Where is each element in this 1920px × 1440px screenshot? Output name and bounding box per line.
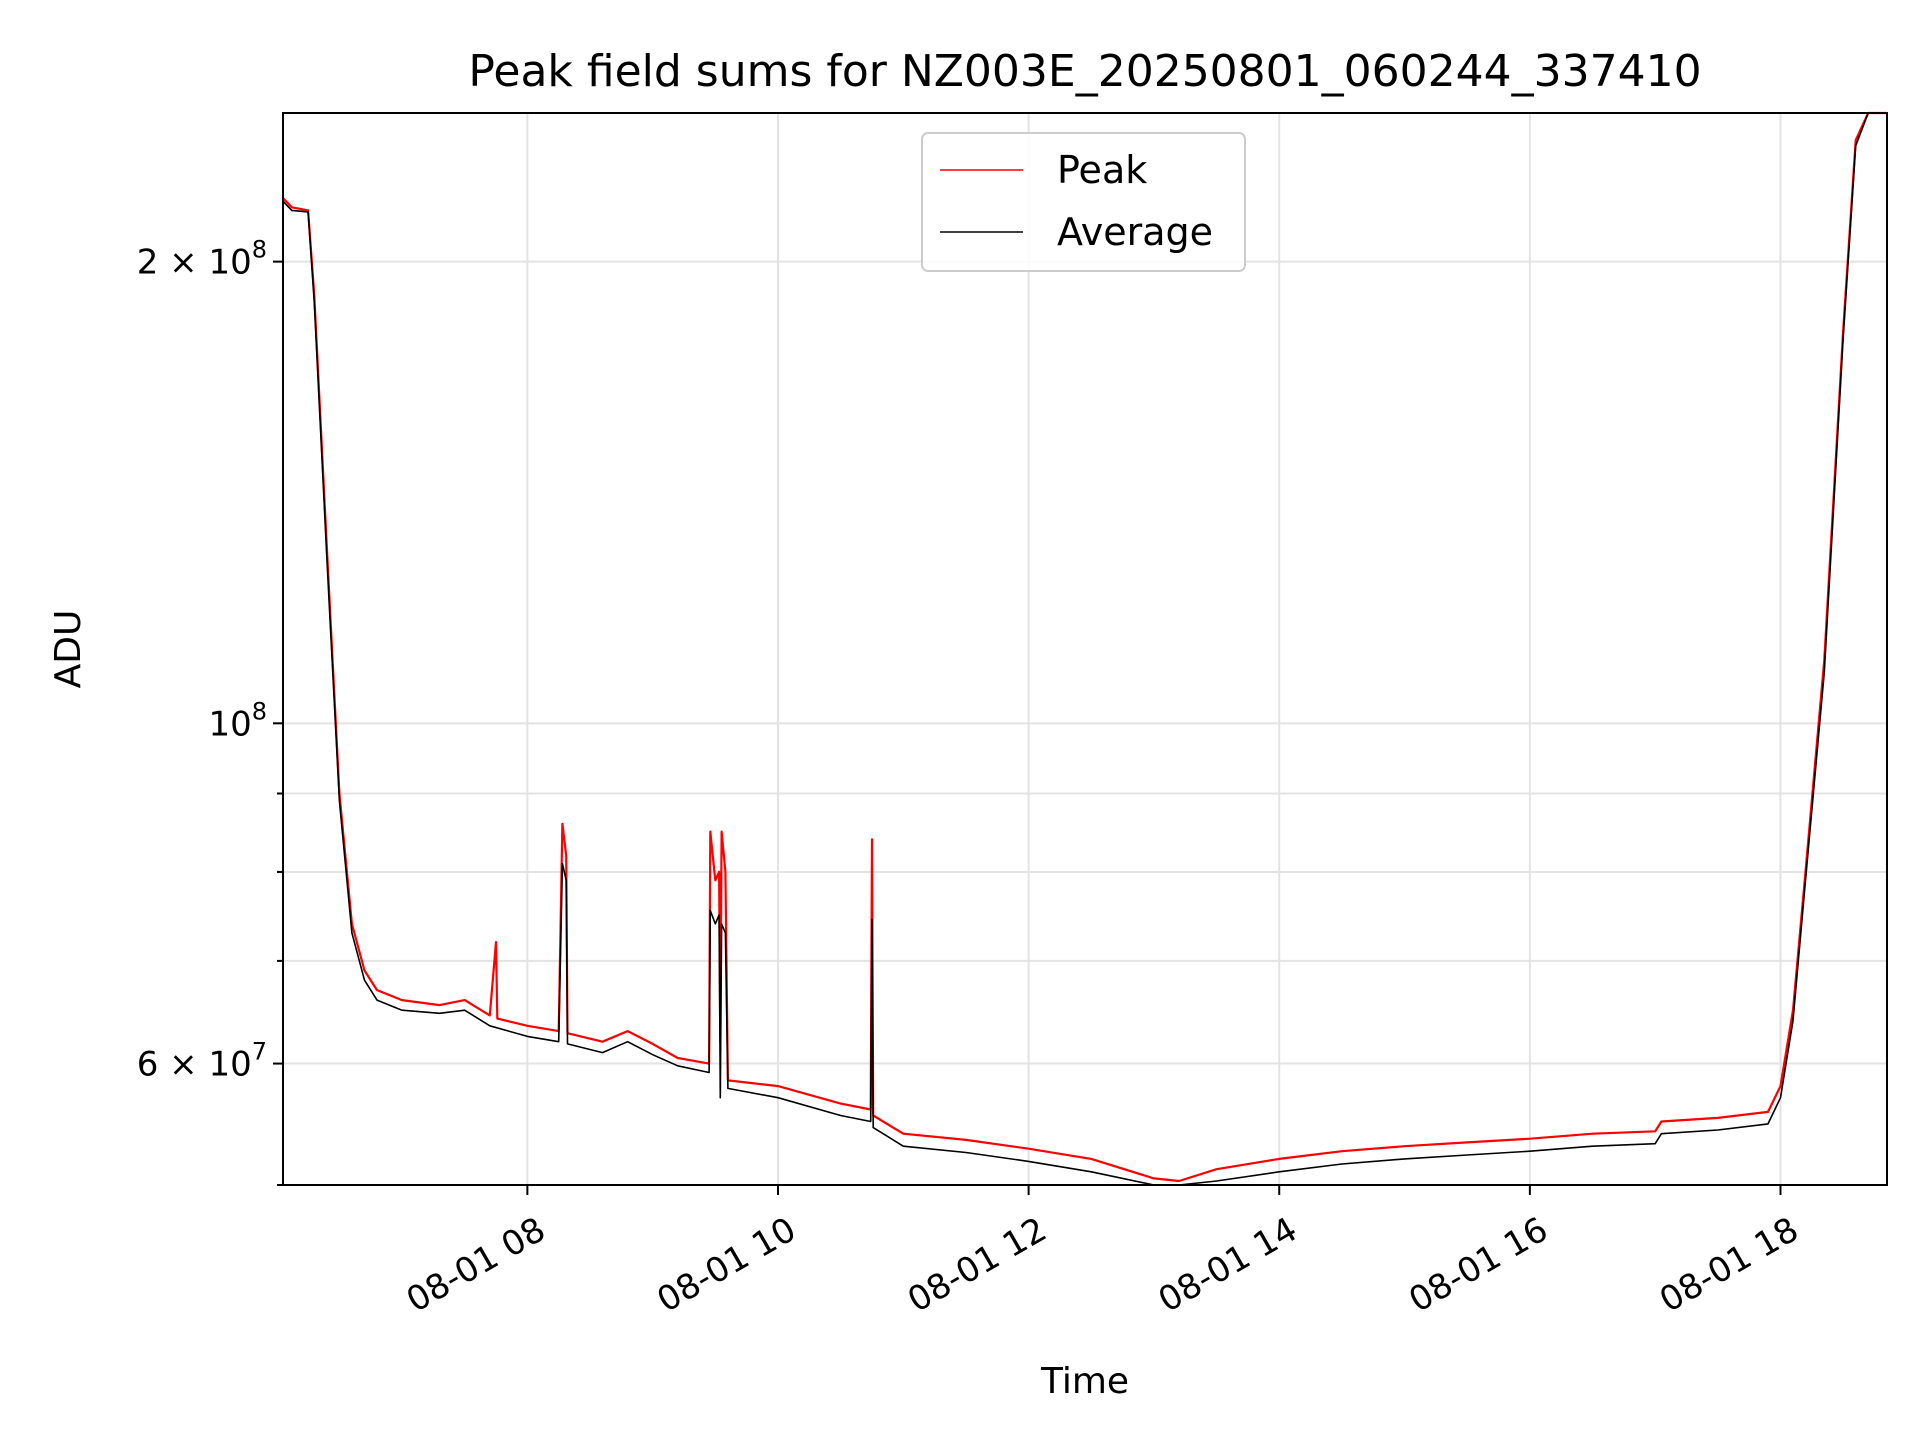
legend-label-peak: Peak	[1057, 148, 1147, 192]
y-tick-label: 108	[208, 697, 267, 744]
legend-label-average: Average	[1057, 210, 1213, 254]
chart-title: Peak field sums for NZ003E_20250801_0602…	[468, 46, 1701, 97]
y-axis-label: ADU	[48, 610, 89, 689]
series-lines	[282, 111, 1887, 1186]
x-axis-label: Time	[1040, 1361, 1129, 1402]
y-tick-label: 2 × 108	[137, 236, 267, 283]
grid	[283, 113, 1887, 1186]
plot-frame	[282, 112, 1888, 1186]
y-tick-label: 6 × 107	[137, 1038, 267, 1085]
series-line-average	[282, 112, 1887, 1186]
legend-box	[921, 132, 1246, 272]
y-axis: 6 × 107 108 2 × 108	[137, 236, 283, 1186]
legend: Peak Average	[921, 132, 1246, 272]
